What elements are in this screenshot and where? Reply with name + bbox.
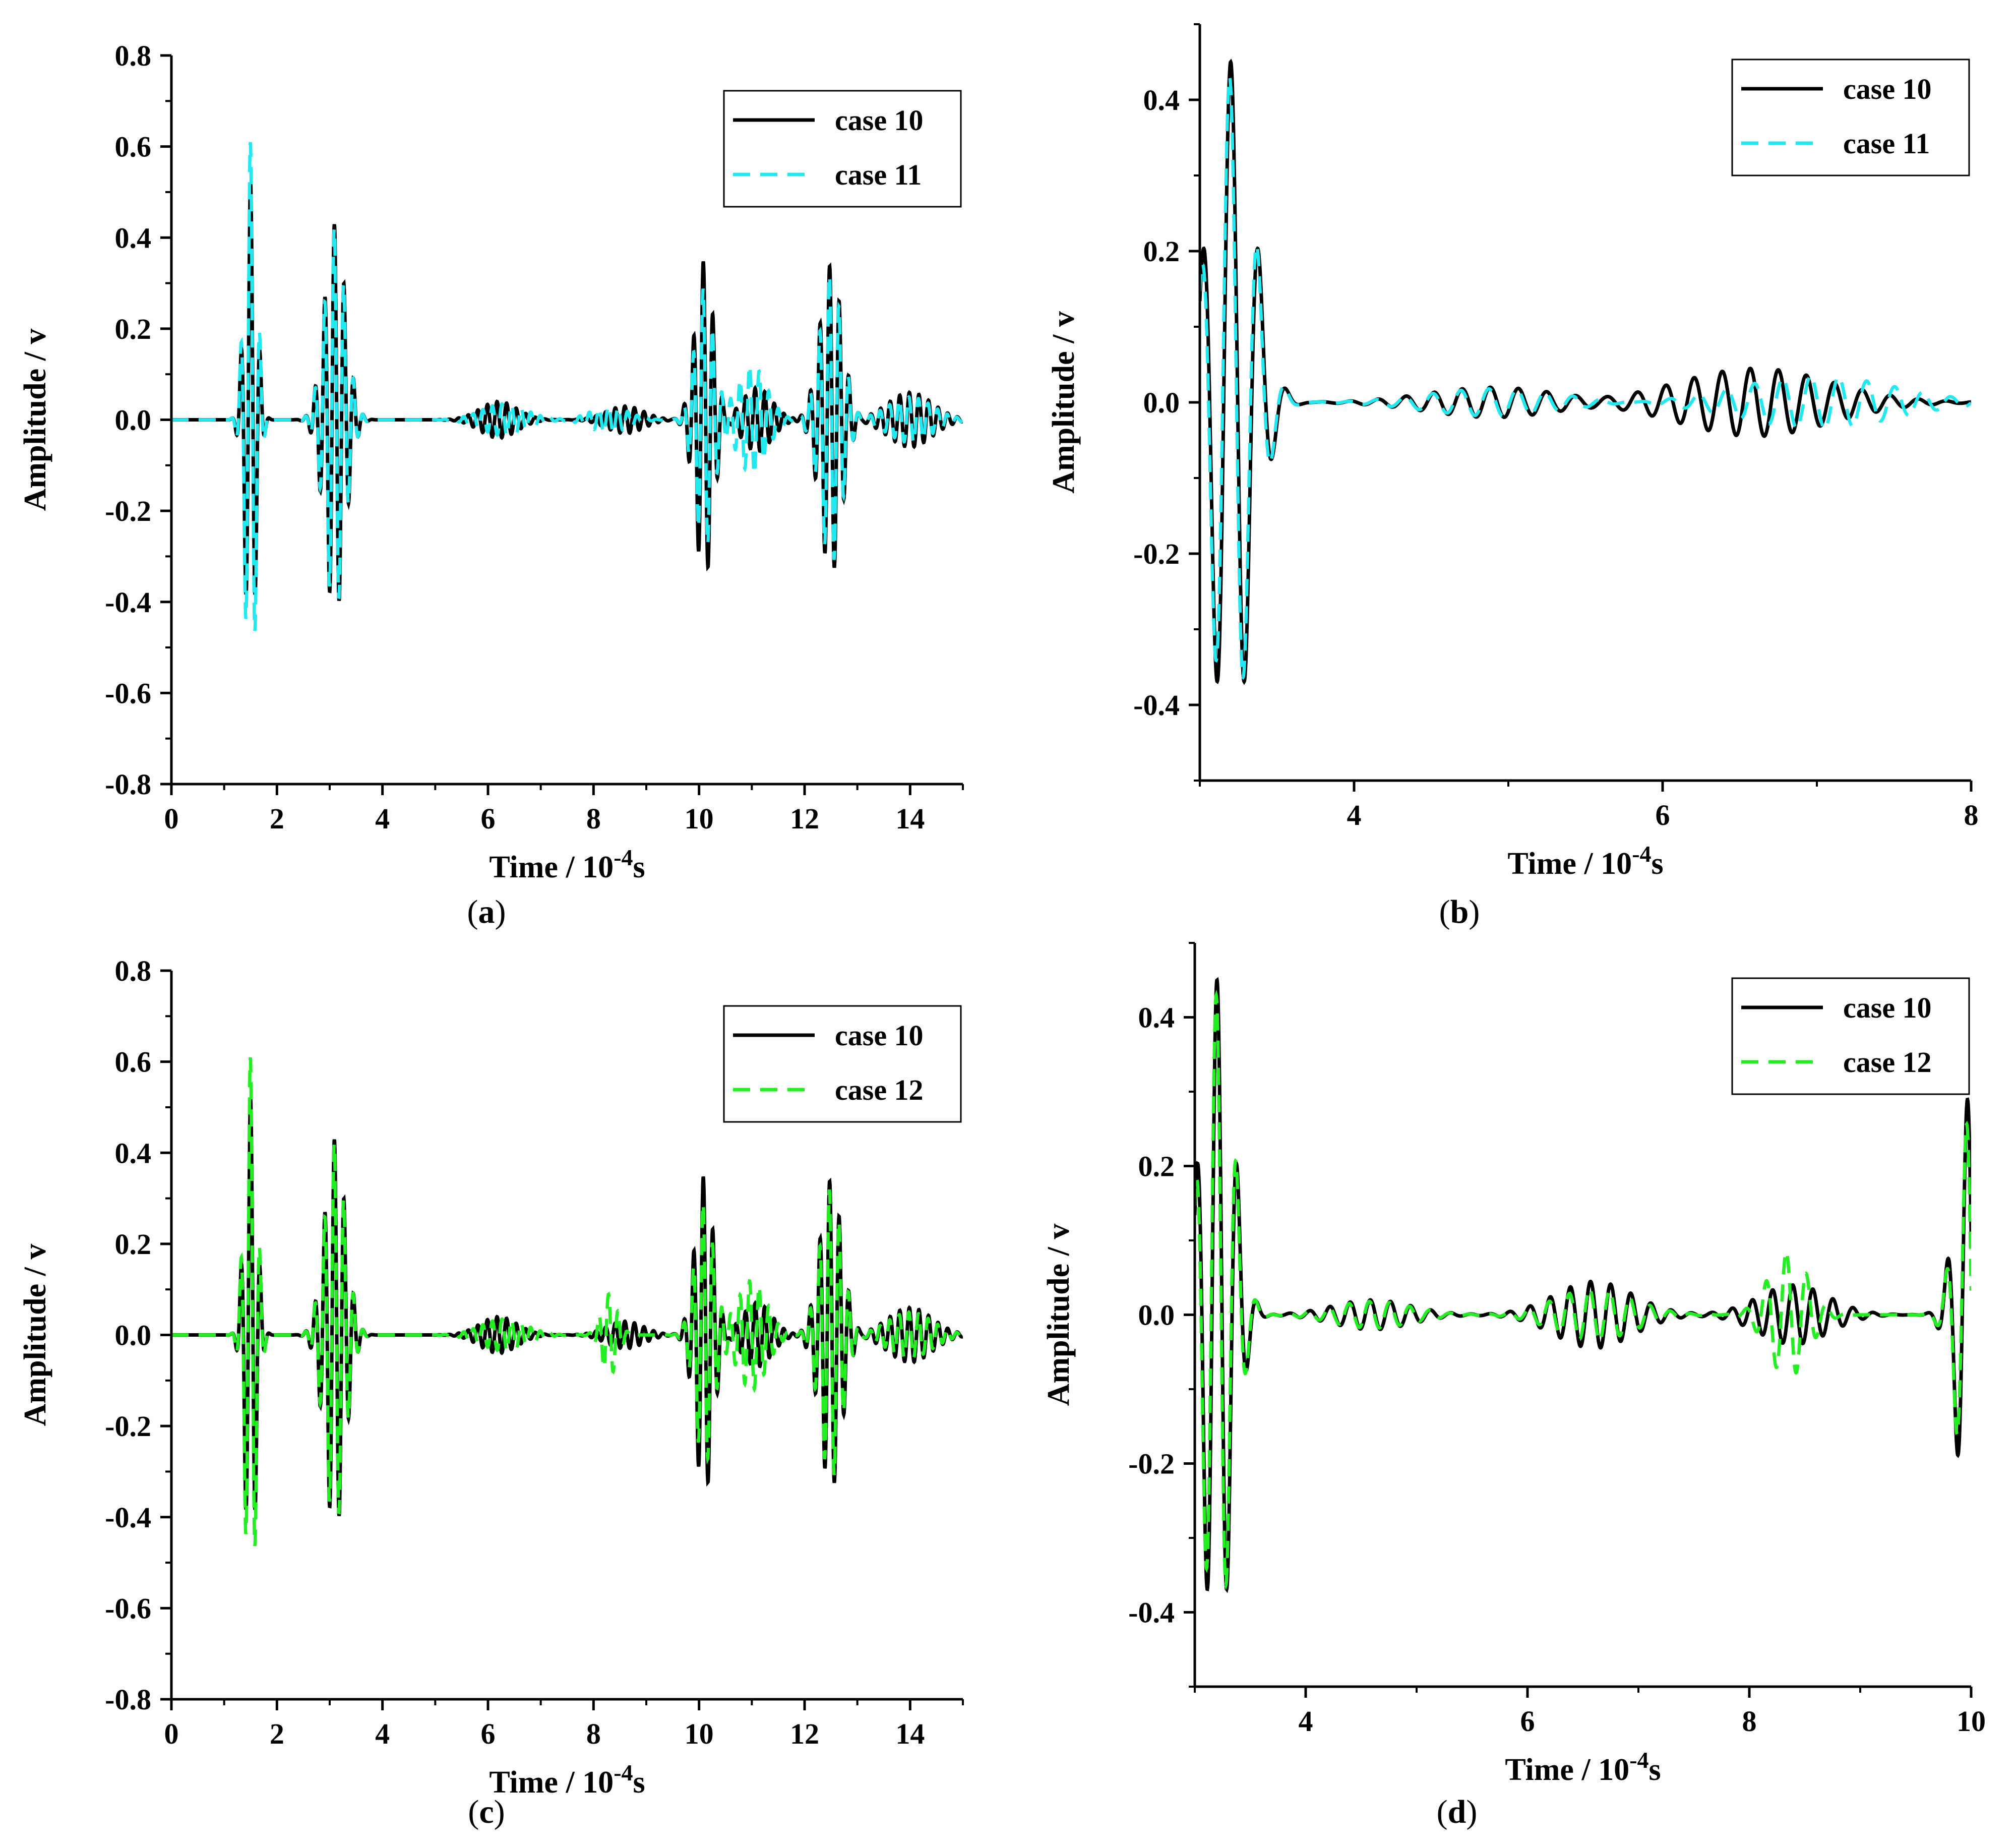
legend-box xyxy=(723,90,962,208)
y-tick-label: -0.4 xyxy=(1133,689,1180,722)
y-tick-label: 0.6 xyxy=(115,131,152,163)
panel-caption: (c) xyxy=(468,1794,505,1830)
panel-caption: (a) xyxy=(467,893,506,930)
x-tick-label: 14 xyxy=(895,1717,925,1750)
legend-label: case 11 xyxy=(1843,127,1930,160)
y-tick-label: -0.8 xyxy=(105,768,151,801)
plot-area xyxy=(1195,977,1971,1593)
x-tick-label: 6 xyxy=(481,1717,496,1750)
y-tick-label: 0.2 xyxy=(115,1228,152,1261)
y-tick-label: 0.4 xyxy=(1143,84,1180,116)
series-line-case-11 xyxy=(1200,74,1971,680)
x-axis-label: Time / 10-4s xyxy=(1507,841,1663,881)
series-line-case-12 xyxy=(1195,989,1971,1590)
legend-label: case 12 xyxy=(835,1074,924,1106)
y-tick-label: 0.4 xyxy=(115,221,152,254)
y-tick-label: -0.2 xyxy=(1133,538,1180,570)
x-tick-label: 8 xyxy=(586,1717,601,1750)
y-tick-label: 0.2 xyxy=(1143,235,1180,268)
series-line-case-10 xyxy=(1200,58,1971,685)
y-tick-label: -0.8 xyxy=(105,1683,151,1716)
y-tick-label: 0.2 xyxy=(1138,1150,1175,1183)
x-tick-label: 4 xyxy=(1299,1705,1313,1738)
x-tick-label: 8 xyxy=(586,802,601,835)
y-tick-label: 0.4 xyxy=(115,1137,152,1169)
panel-caption: (b) xyxy=(1439,893,1480,930)
y-tick-label: -0.4 xyxy=(105,586,151,619)
legend-box xyxy=(1731,58,1970,176)
plot-area xyxy=(1200,58,1971,685)
y-tick-label: 0.0 xyxy=(1143,386,1180,419)
x-tick-label: 4 xyxy=(1347,799,1362,831)
y-tick-label: -0.4 xyxy=(105,1501,151,1534)
y-axis-label: Amplitude / v xyxy=(1042,1224,1076,1406)
x-axis-label: Time / 10-4s xyxy=(1505,1747,1661,1787)
x-tick-label: 10 xyxy=(1957,1705,1986,1738)
chart-panel-a: 0 2 4 6 8 10 12 14 -0.8 -0.6 -0.4 -0.2 0.0 0.2 0.4 0.6 0… xyxy=(18,39,964,930)
x-tick-label: 8 xyxy=(1964,799,1979,831)
y-tick-label: -0.2 xyxy=(105,495,151,527)
y-tick-label: 0.2 xyxy=(115,313,152,345)
y-tick-label: 0.4 xyxy=(1138,1001,1175,1034)
plot-area xyxy=(171,142,963,631)
x-tick-label: 10 xyxy=(685,1717,714,1750)
legend-label: case 12 xyxy=(1843,1046,1932,1079)
x-tick-label: 2 xyxy=(270,802,284,835)
chart-panel-c: 0 2 4 6 8 10 12 14 -0.8 -0.6 -0.4 -0.2 0.0 0.2 0.4 0.6 0… xyxy=(18,955,964,1830)
y-axis-label: Amplitude / v xyxy=(18,329,52,511)
chart-panel-b: 4 6 8 -0.4 -0.2 0.0 0.2 0.4 Time / 10-4s Amplitud… xyxy=(1047,23,1979,930)
x-tick-label: 0 xyxy=(164,802,179,835)
legend-label: case 10 xyxy=(835,1019,924,1052)
legend-label: case 11 xyxy=(835,158,922,191)
legend: case 10 case 11 xyxy=(723,90,962,208)
series-line-case-11 xyxy=(171,142,963,631)
legend-box xyxy=(1731,977,1970,1095)
chart-panel-d: 4 6 8 10 -0.4 -0.2 0.0 0.2 0.4 Time / 10-4s Amplit… xyxy=(1042,942,1986,1830)
y-tick-label: 0.6 xyxy=(115,1046,152,1079)
y-axis-label: Amplitude / v xyxy=(1047,311,1081,494)
legend: case 10 case 12 xyxy=(1731,977,1970,1095)
series-line-case-12 xyxy=(171,1057,963,1546)
y-tick-label: 0.8 xyxy=(115,955,152,987)
x-tick-label: 6 xyxy=(1520,1705,1535,1738)
legend-label: case 10 xyxy=(1843,73,1932,105)
x-tick-label: 4 xyxy=(375,1717,390,1750)
x-axis-label: Time / 10-4s xyxy=(489,845,645,884)
legend-label: case 10 xyxy=(835,104,924,137)
y-tick-label: -0.6 xyxy=(105,1592,151,1625)
x-tick-label: 6 xyxy=(1656,799,1670,831)
x-tick-label: 12 xyxy=(790,1717,819,1750)
y-tick-label: 0.8 xyxy=(115,39,152,72)
x-tick-label: 10 xyxy=(685,802,714,835)
y-tick-label: -0.2 xyxy=(1128,1448,1175,1480)
x-tick-label: 12 xyxy=(790,802,819,835)
plot-area xyxy=(171,1057,963,1546)
x-tick-label: 14 xyxy=(895,802,925,835)
x-tick-label: 8 xyxy=(1742,1705,1757,1738)
y-tick-label: 0.0 xyxy=(115,1319,152,1352)
legend-label: case 10 xyxy=(1843,991,1932,1024)
x-tick-label: 2 xyxy=(270,1717,284,1750)
legend-box xyxy=(723,1005,962,1123)
y-tick-label: -0.6 xyxy=(105,677,151,709)
y-axis-label: Amplitude / v xyxy=(18,1244,52,1426)
x-axis-label: Time / 10-4s xyxy=(489,1760,645,1800)
y-tick-label: 0.0 xyxy=(1138,1299,1175,1332)
legend: case 10 case 11 xyxy=(1731,58,1970,176)
legend: case 10 case 12 xyxy=(723,1005,962,1123)
panel-caption: (d) xyxy=(1437,1794,1478,1830)
y-tick-label: -0.4 xyxy=(1128,1596,1175,1629)
y-tick-label: -0.2 xyxy=(105,1410,151,1443)
x-tick-label: 0 xyxy=(164,1717,179,1750)
y-tick-label: 0.0 xyxy=(115,404,152,437)
x-tick-label: 4 xyxy=(375,802,390,835)
x-tick-label: 6 xyxy=(481,802,496,835)
